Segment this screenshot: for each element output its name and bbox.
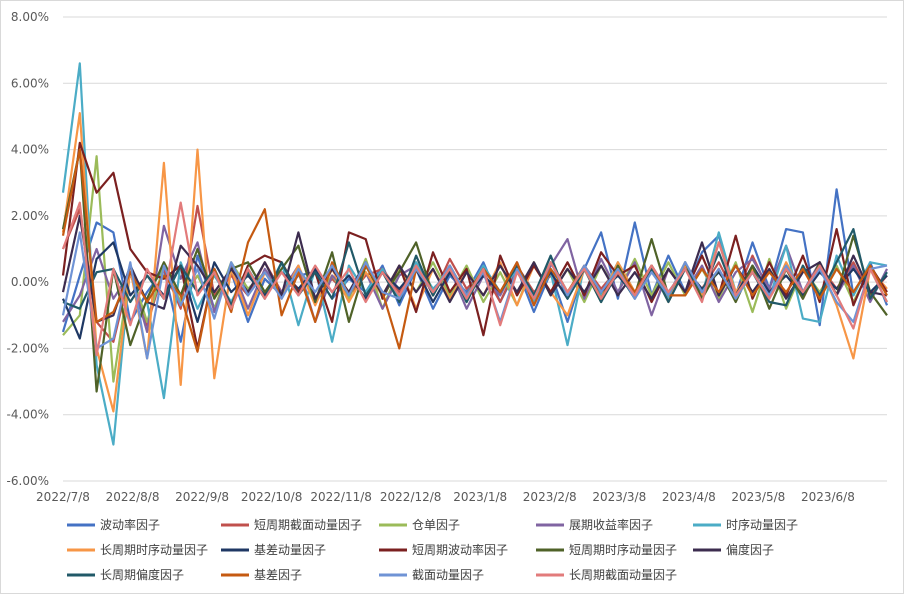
x-tick-label: 2022/8/8 <box>106 490 160 504</box>
x-tick-label: 2023/3/8 <box>592 490 646 504</box>
legend-label: 基差因子 <box>254 568 302 582</box>
legend-label: 长周期偏度因子 <box>100 567 184 582</box>
x-tick-label: 2022/10/8 <box>241 490 303 504</box>
y-tick-label: -6.00% <box>7 474 49 488</box>
legend-label: 长周期截面动量因子 <box>569 568 677 582</box>
y-tick-label: -2.00% <box>7 341 49 355</box>
series-line-5 <box>61 111 888 413</box>
legend-label: 展期收益率因子 <box>569 517 653 532</box>
x-tick-label: 2022/7/8 <box>36 490 90 504</box>
y-axis-tick-labels: -6.00% -4.00% -2.00% 0.00% 2.00% 4.00% 6.00% 8.… <box>7 10 49 488</box>
legend-label: 偏度因子 <box>726 542 774 557</box>
legend-label: 基差动量因子 <box>254 543 326 557</box>
x-tick-label: 2023/1/8 <box>453 490 507 504</box>
series-line-11 <box>61 148 888 353</box>
legend-label: 仓单因子 <box>412 518 460 532</box>
x-tick-label: 2023/5/8 <box>731 490 785 504</box>
legend-label: 波动率因子 <box>100 517 160 532</box>
y-tick-label: 2.00% <box>11 209 49 223</box>
gridlines <box>63 16 887 482</box>
x-tick-label: 2023/6/8 <box>801 490 855 504</box>
x-tick-label: 2023/4/8 <box>662 490 716 504</box>
y-tick-label: 0.00% <box>11 275 49 289</box>
series-lines <box>61 62 889 446</box>
legend-label: 时序动量因子 <box>726 517 798 532</box>
legend-label: 短周期截面动量因子 <box>254 518 362 532</box>
x-tick-label: 2022/11/8 <box>310 490 372 504</box>
y-tick-label: -4.00% <box>7 408 49 422</box>
x-tick-label: 2022/9/8 <box>175 490 229 504</box>
y-tick-label: 6.00% <box>11 76 49 90</box>
legend-label: 长周期时序动量因子 <box>100 542 208 557</box>
x-tick-label: 2023/2/8 <box>523 490 577 504</box>
legend-label: 短周期波动率因子 <box>412 542 508 557</box>
legend-label: 截面动量因子 <box>412 568 484 582</box>
x-tick-label: 2022/12/8 <box>380 490 442 504</box>
x-axis-tick-labels: 2022/7/8 2022/8/8 2022/9/8 2022/10/8 2022/11… <box>36 490 855 504</box>
y-tick-label: 4.00% <box>11 143 49 157</box>
y-tick-label: 8.00% <box>11 10 49 24</box>
legend: 波动率因子 短周期截面动量因子 仓单因子 展期收益率因子 时序动量因子长周期时序动量因子… <box>67 517 798 582</box>
series-line-13 <box>61 201 888 357</box>
series-line-0 <box>61 188 889 343</box>
legend-label: 短周期时序动量因子 <box>569 542 677 557</box>
